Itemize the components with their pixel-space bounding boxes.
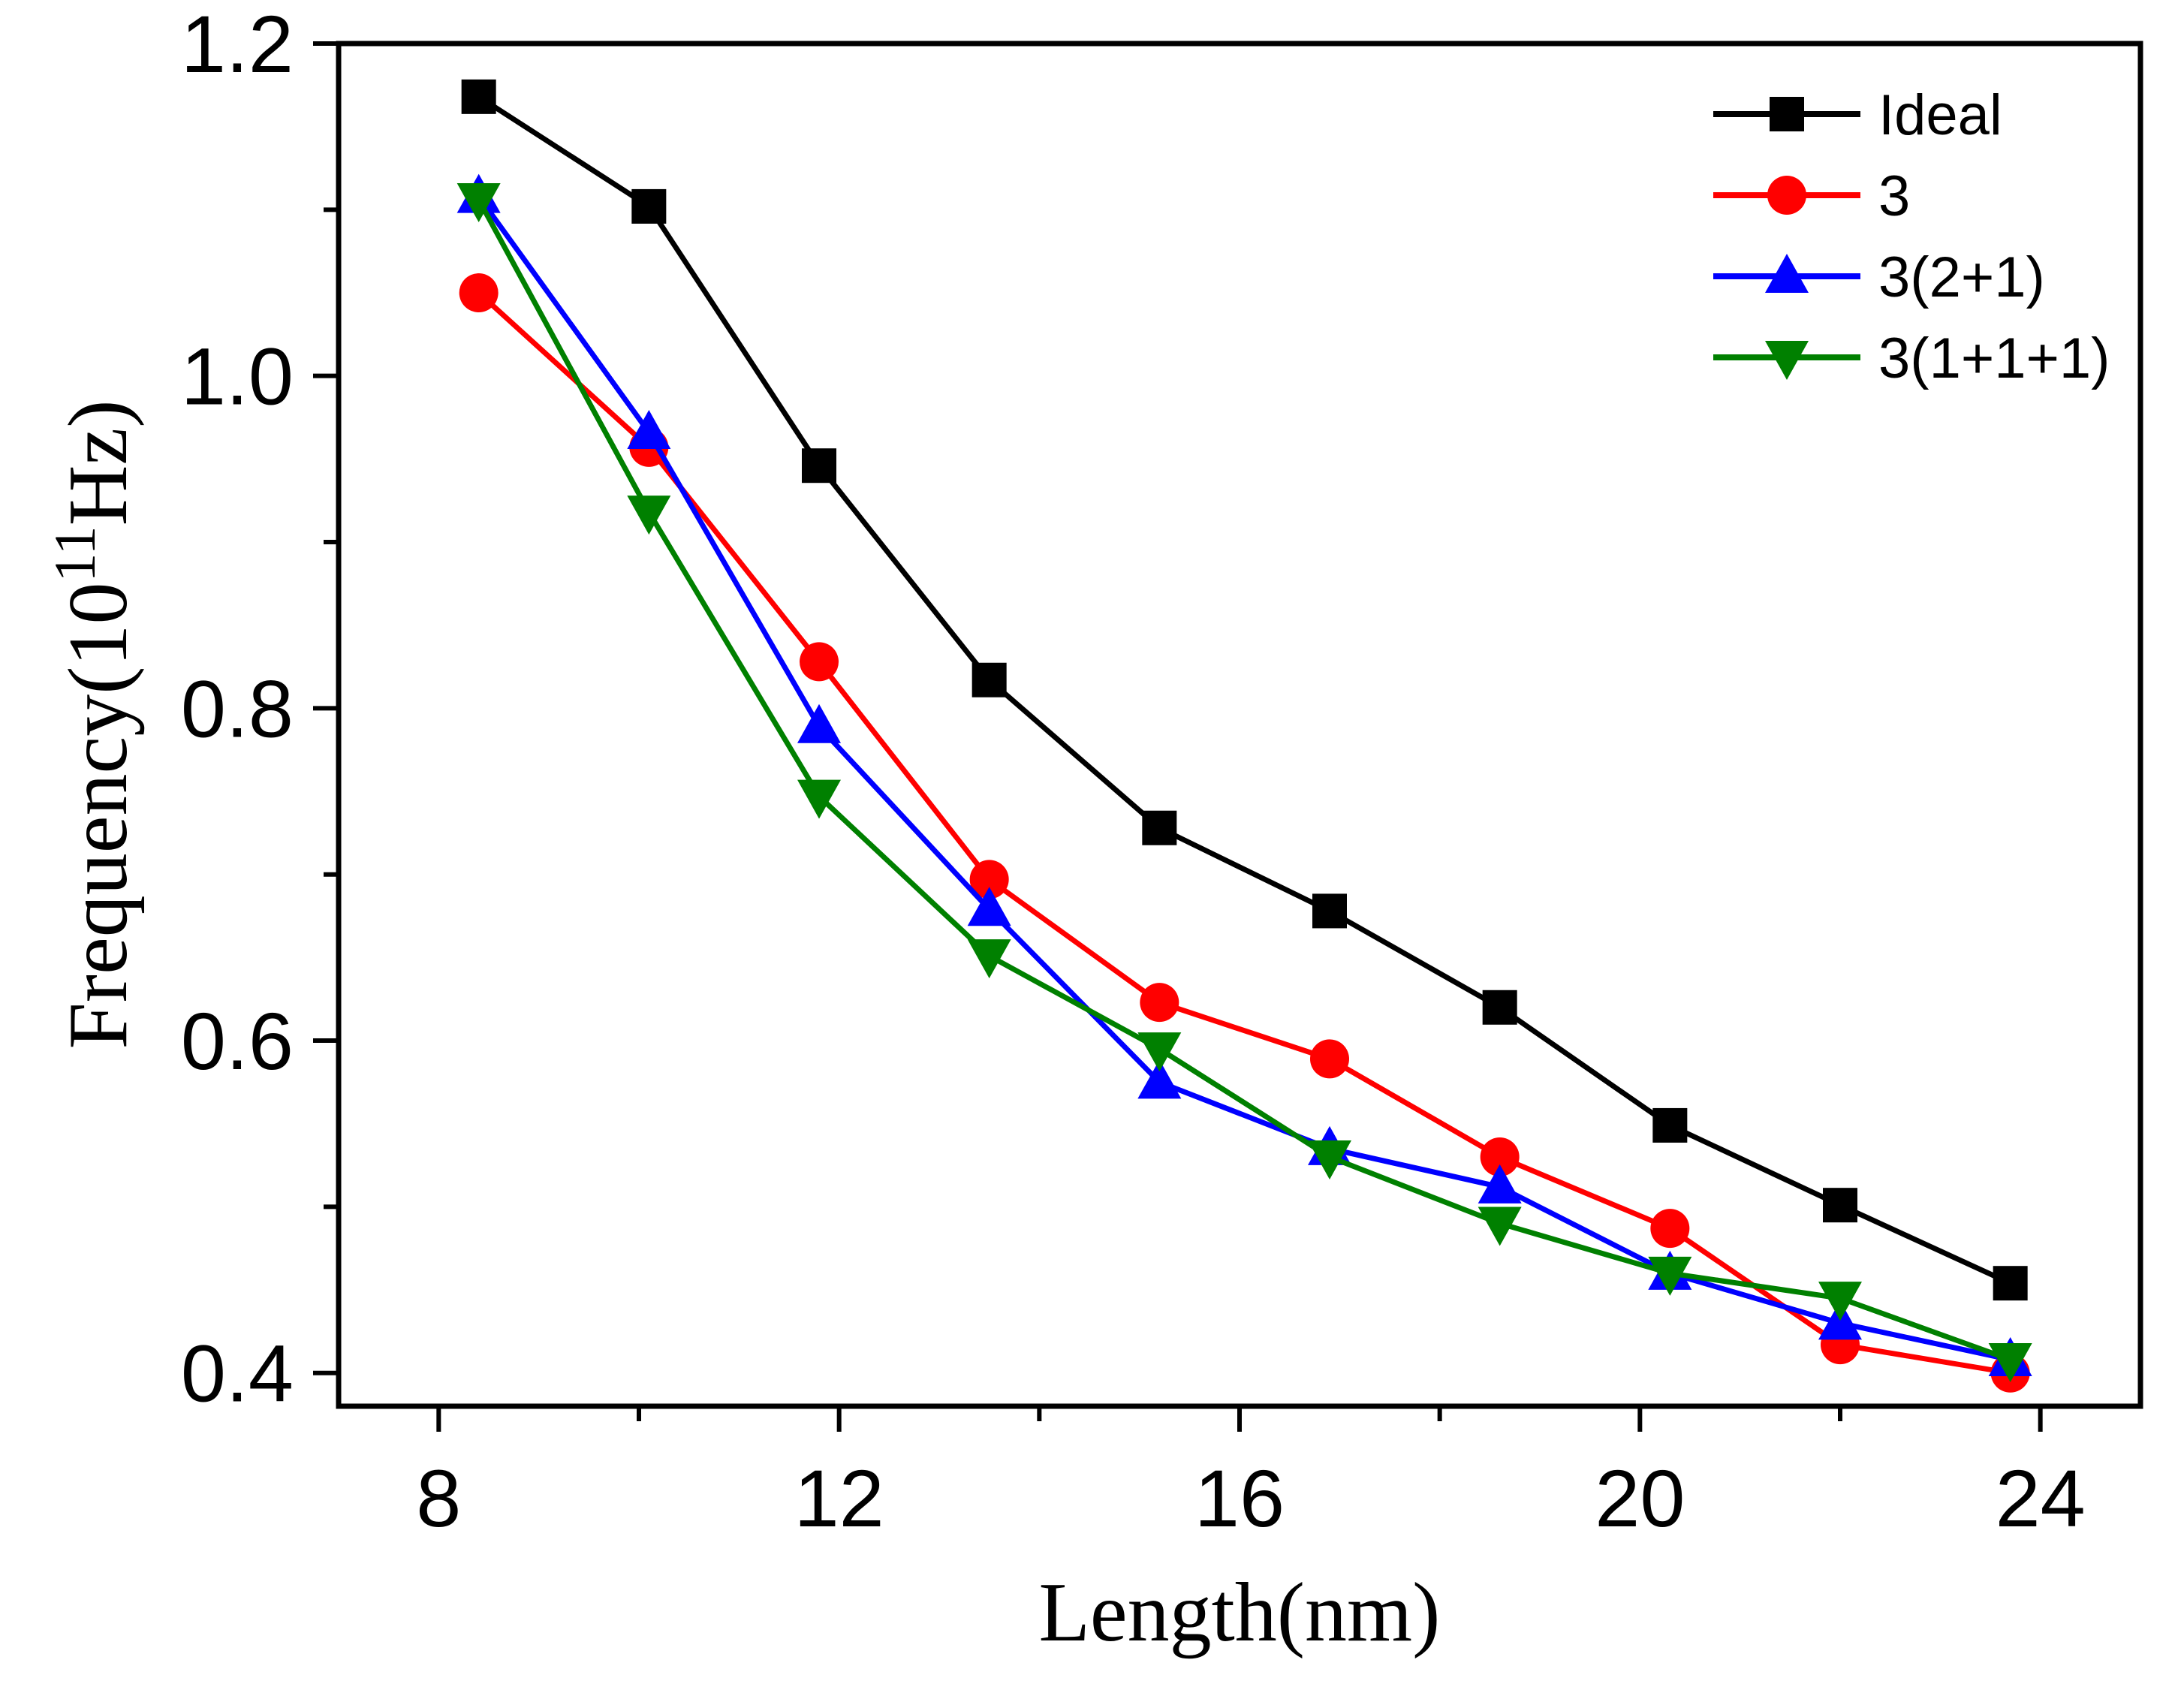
legend-label: 3(1+1+1) [1878,327,2110,390]
series-line [476,194,2011,1363]
legend-swatch-marker [1765,341,1809,380]
y-axis-ticks: 0.4 0.6 0.8 1.0 1.2 [181,0,339,1419]
x-tick-label: 12 [794,1453,884,1544]
data-point [1818,1282,1862,1321]
data-point [802,448,836,484]
data-point [1482,990,1517,1025]
data-point [1648,1256,1692,1296]
y-tick-label: 1.2 [181,0,294,89]
x-axis-title: Length(nm) [1039,1566,1441,1659]
data-point [1140,983,1179,1023]
data-point [1137,1032,1182,1072]
x-axis-ticks: 8 12 16 20 24 [416,1406,2086,1544]
x-tick-label: 20 [1595,1453,1685,1544]
data-point [969,860,1009,899]
series-line [476,198,2011,1363]
data-point [972,662,1007,697]
data-point [1478,1207,1522,1246]
legend-swatch-marker [1765,254,1809,293]
series-layer [456,79,2032,1393]
data-point [967,939,1011,979]
data-point [627,496,671,535]
y-axis-title-main: Frequency(10 [52,582,145,1049]
legend: Ideal 3 3(2+1) 3(1+1+1) [1713,83,2110,390]
data-point [800,642,839,682]
data-point [1650,1209,1690,1249]
legend-entry: Ideal [1713,83,2002,147]
data-point [1142,810,1177,845]
data-point [1988,1343,2032,1383]
series-0 [461,79,2028,1301]
data-point [797,779,841,819]
data-point [1137,1059,1182,1099]
legend-entry: 3(1+1+1) [1713,327,2110,390]
data-point [1310,1039,1349,1079]
series-line [477,94,2012,1286]
y-axis-title-unit: Hz) [52,399,145,526]
data-point [967,887,1011,926]
data-point [1478,1164,1522,1204]
data-point [456,183,501,223]
x-tick-label: 24 [1996,1453,2086,1544]
legend-label: 3(2+1) [1878,246,2045,309]
legend-entry: 3(2+1) [1713,246,2045,309]
legend-swatch-marker [1767,176,1806,215]
data-point [1823,1188,1857,1223]
plot-frame [336,41,2143,1409]
data-point [1652,1107,1688,1143]
x-tick-label: 16 [1194,1453,1285,1544]
data-point [461,79,496,114]
y-tick-label: 0.4 [181,1328,294,1419]
x-tick-label: 8 [416,1453,461,1544]
data-point [631,188,667,224]
legend-label: 3 [1878,164,1910,228]
y-tick-label: 1.0 [181,331,294,422]
y-tick-label: 0.8 [181,663,294,754]
y-tick-label: 0.6 [181,996,294,1086]
data-point [627,409,671,449]
data-point [797,703,841,743]
legend-entry: 3 [1713,164,1910,228]
legend-label: Ideal [1878,83,2002,147]
legend-swatch-marker [1770,97,1804,131]
data-point [459,273,499,313]
y-axis-title: Frequency(1011Hz) [42,399,145,1049]
series-3 [456,183,2032,1383]
y-axis-title-exponent: 11 [42,526,107,582]
data-point [1993,1266,2028,1301]
data-point [1312,893,1347,929]
data-point [1480,1137,1520,1176]
data-point [1308,1140,1351,1179]
